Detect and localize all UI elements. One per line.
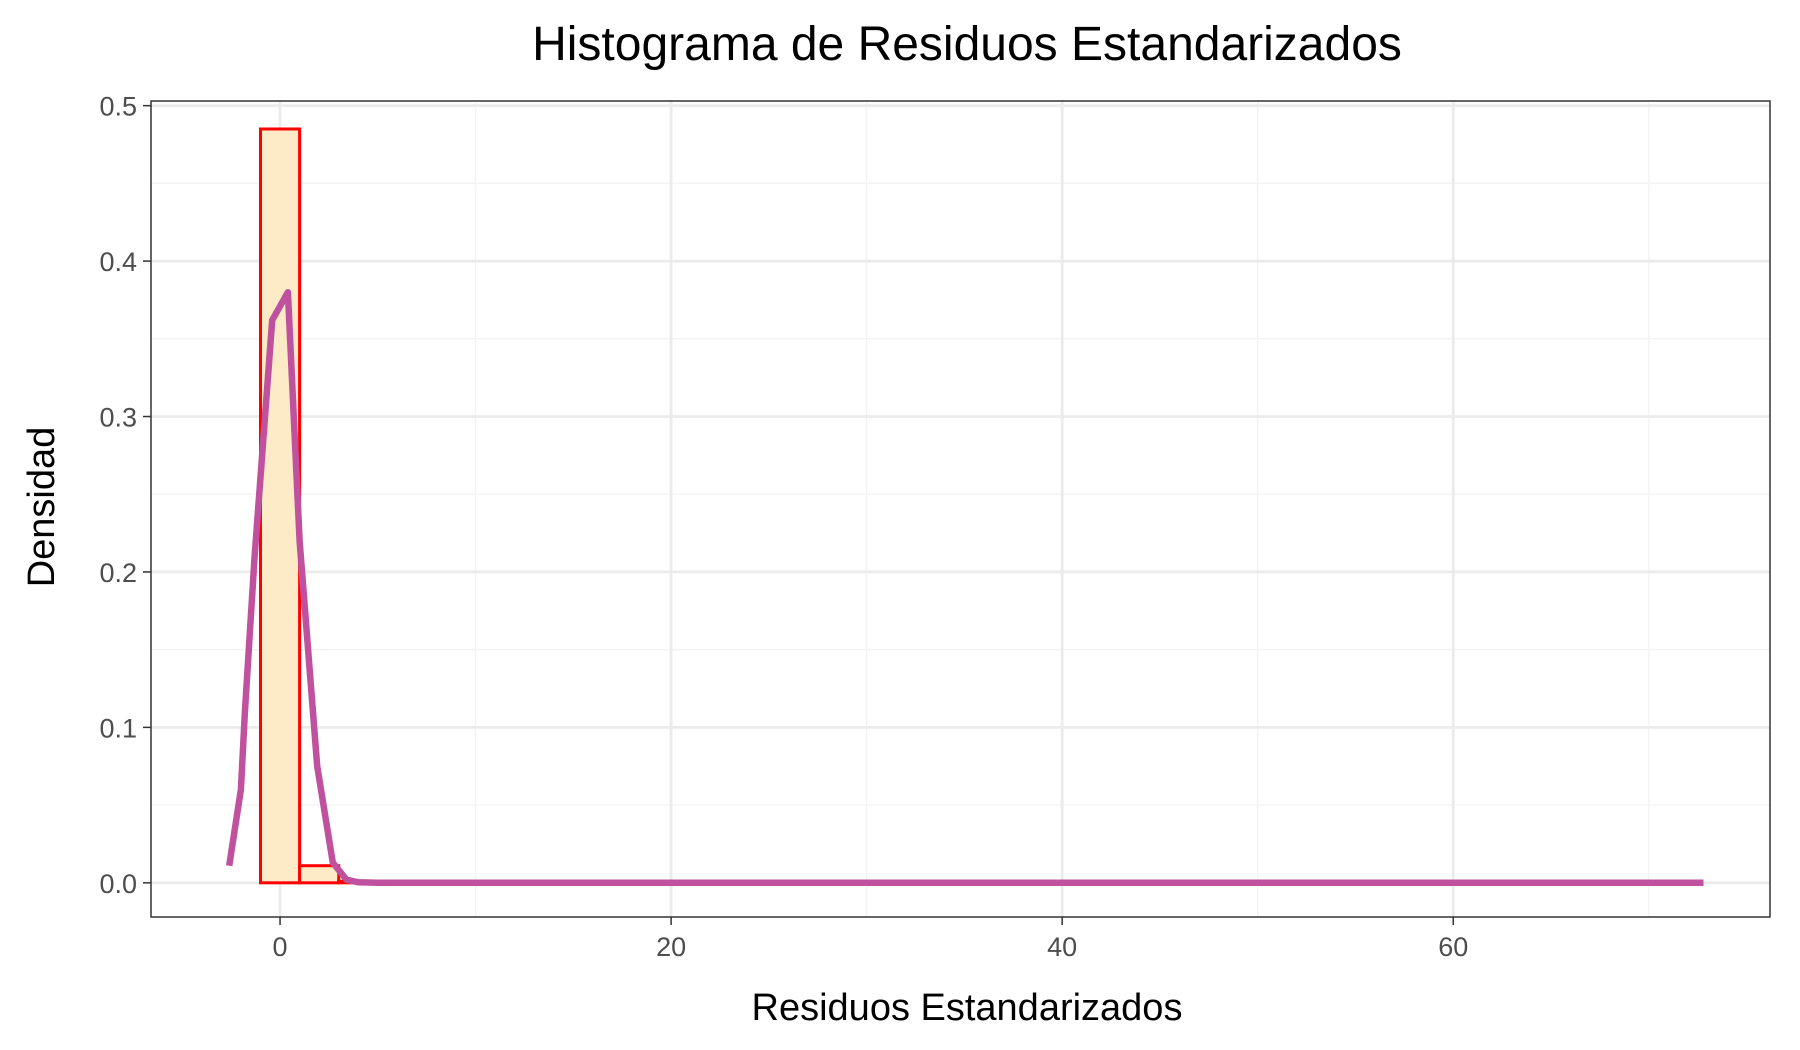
y-axis-ticks: 0.0 0.1 0.2 0.3 0.4 0.5 bbox=[99, 92, 151, 899]
y-tick-label: 0.3 bbox=[99, 403, 137, 433]
histogram-bar bbox=[298, 864, 341, 885]
x-tick-label: 60 bbox=[1438, 932, 1468, 962]
y-tick-label: 0.5 bbox=[99, 92, 137, 122]
histogram-bars bbox=[258, 127, 380, 885]
density-curve bbox=[225, 288, 1704, 887]
x-tick-label: 40 bbox=[1047, 932, 1077, 962]
x-axis-title: Residuos Estandarizados bbox=[752, 987, 1183, 1029]
histogram-bar bbox=[258, 127, 302, 885]
chart-title: Histograma de Residuos Estandarizados bbox=[532, 18, 1402, 71]
x-tick-label: 0 bbox=[273, 932, 288, 962]
y-tick-label: 0.0 bbox=[99, 869, 137, 899]
y-tick-label: 0.2 bbox=[99, 558, 137, 588]
y-axis-title: Densidad bbox=[21, 427, 63, 588]
x-axis-ticks: 0 20 40 60 bbox=[273, 917, 1468, 962]
y-tick-label: 0.1 bbox=[99, 713, 137, 743]
minor-gridlines bbox=[151, 101, 1770, 917]
x-tick-label: 20 bbox=[656, 932, 686, 962]
y-tick-label: 0.4 bbox=[99, 247, 137, 277]
panel-border bbox=[150, 100, 1771, 918]
density-curve-group bbox=[225, 288, 1704, 887]
